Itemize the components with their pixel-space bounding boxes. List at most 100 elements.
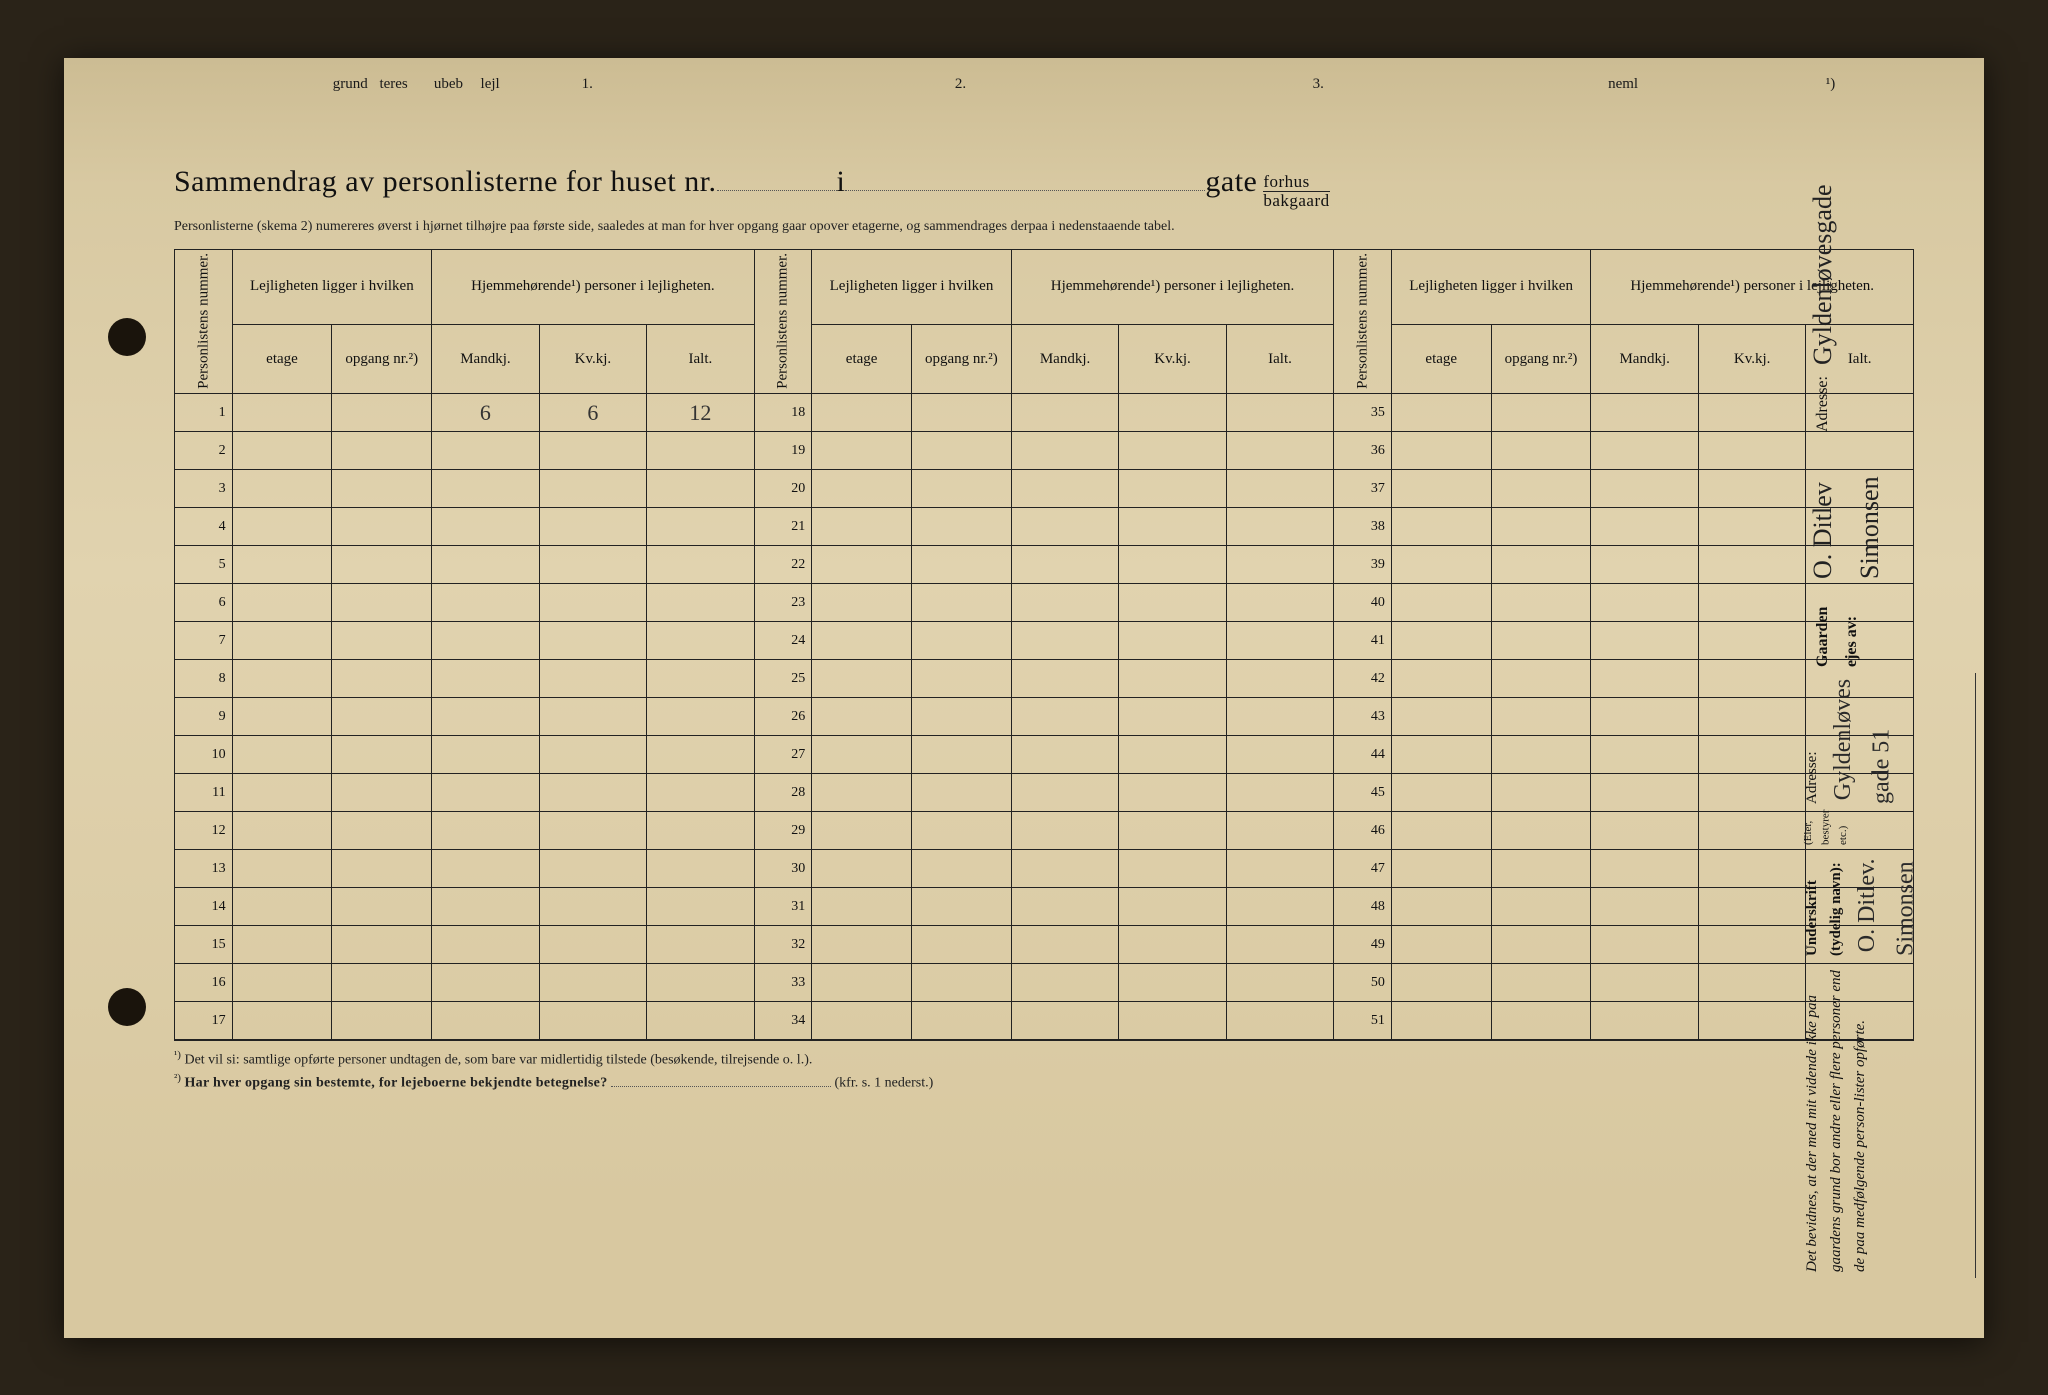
- title-prefix: Sammendrag av personlisterne for huset n…: [174, 165, 717, 199]
- title-gate: gate: [1205, 165, 1257, 199]
- row-number: 23: [754, 584, 812, 622]
- row-number: 42: [1334, 660, 1392, 698]
- row-number: 15: [175, 926, 233, 964]
- row-number: 34: [754, 1002, 812, 1040]
- cell-mandkj: [432, 850, 539, 888]
- cell-etage: [812, 660, 912, 698]
- cell-opgang: [332, 432, 432, 470]
- row-number: 25: [754, 660, 812, 698]
- cell-etage: [812, 812, 912, 850]
- cell-kvkj: [1698, 812, 1805, 850]
- table-body: 1661218352193632037421385223962340724418…: [175, 394, 1914, 1040]
- cell-mandkj: [1591, 926, 1698, 964]
- col-group-hjemme: Hjemmehørende¹) personer i lejligheten.: [432, 249, 754, 325]
- row-number: 33: [754, 964, 812, 1002]
- cell-kvkj: [539, 736, 646, 774]
- col-sub_mandkj: Mandkj.: [432, 325, 539, 394]
- cell-kvkj: [539, 774, 646, 812]
- cell-opgang: [1491, 926, 1591, 964]
- cell-mandkj: [432, 432, 539, 470]
- row-number: 20: [754, 470, 812, 508]
- cell-etage: [232, 622, 332, 660]
- cell-kvkj: [1698, 622, 1805, 660]
- cell-ialt: [1226, 584, 1333, 622]
- row-number: 40: [1334, 584, 1392, 622]
- row-number: 41: [1334, 622, 1392, 660]
- cell-opgang: [912, 850, 1012, 888]
- row-number: 9: [175, 698, 233, 736]
- fragment: 2.: [955, 76, 966, 93]
- cell-opgang: [912, 622, 1012, 660]
- cell-mandkj: [432, 698, 539, 736]
- cell-ialt: 12: [647, 394, 754, 432]
- cell-opgang: [912, 1002, 1012, 1040]
- fragment: ¹): [1826, 76, 1836, 93]
- cell-etage: [812, 926, 912, 964]
- cell-ialt: [647, 774, 754, 812]
- cell-kvkj: [1698, 660, 1805, 698]
- row-number: 46: [1334, 812, 1392, 850]
- cell-etage: [812, 470, 912, 508]
- cell-mandkj: [1011, 470, 1118, 508]
- cell-mandkj: [1591, 622, 1698, 660]
- cell-opgang: [1491, 470, 1591, 508]
- cell-kvkj: [1119, 546, 1226, 584]
- cell-kvkj: [1119, 926, 1226, 964]
- row-number: 17: [175, 1002, 233, 1040]
- cell-mandkj: [1011, 888, 1118, 926]
- cell-ialt: [647, 926, 754, 964]
- summary-table: Personlistens nummer.Lejligheten ligger …: [174, 249, 1914, 1041]
- cell-ialt: [1226, 546, 1333, 584]
- cell-mandkj: [1011, 508, 1118, 546]
- cell-etage: [232, 888, 332, 926]
- cell-opgang: [332, 964, 432, 1002]
- cell-opgang: [912, 394, 1012, 432]
- cell-kvkj: [539, 432, 646, 470]
- col-sub_opgang: opgang nr.²): [912, 325, 1012, 394]
- row-number: 51: [1334, 1002, 1392, 1040]
- cell-mandkj: [1011, 736, 1118, 774]
- cell-opgang: [332, 546, 432, 584]
- cell-opgang: [1491, 698, 1591, 736]
- right-column: Det bevidnes, at der med mit vidende ikk…: [1796, 178, 1976, 1278]
- cell-ialt: [1226, 812, 1333, 850]
- cell-mandkj: [1011, 698, 1118, 736]
- cell-ialt: [647, 584, 754, 622]
- cell-opgang: [1491, 850, 1591, 888]
- col-group-lejlighet: Lejligheten ligger i hvilken: [232, 249, 432, 325]
- cell-opgang: [332, 850, 432, 888]
- fn2-tail: (kfr. s. 1 nederst.): [835, 1076, 934, 1091]
- cell-kvkj: [1698, 470, 1805, 508]
- address-value-upper: Gyldenløves gade 51: [1830, 679, 1894, 804]
- cell-etage: [232, 774, 332, 812]
- cell-mandkj: [1011, 926, 1118, 964]
- cell-etage: [812, 546, 912, 584]
- cell-mandkj: [1591, 470, 1698, 508]
- col-sub_etage: etage: [232, 325, 332, 394]
- cell-etage: [1391, 926, 1491, 964]
- signature-value: O. Ditlev. Simonsen: [1854, 858, 1918, 956]
- cell-kvkj: [539, 964, 646, 1002]
- cell-opgang: [332, 736, 432, 774]
- punch-hole: [108, 988, 146, 1026]
- cell-etage: [812, 432, 912, 470]
- cell-etage: [232, 812, 332, 850]
- row-number: 18: [754, 394, 812, 432]
- cell-opgang: [912, 508, 1012, 546]
- cell-etage: [812, 508, 912, 546]
- cell-ialt: [1226, 698, 1333, 736]
- cell-mandkj: [432, 964, 539, 1002]
- cell-opgang: [332, 812, 432, 850]
- cell-opgang: [912, 774, 1012, 812]
- cell-etage: [812, 964, 912, 1002]
- row-number: 21: [754, 508, 812, 546]
- cell-mandkj: [1591, 850, 1698, 888]
- cell-opgang: [332, 508, 432, 546]
- footnote-2: ²) Har hver opgang sin bestemte, for lej…: [174, 1072, 1914, 1092]
- cell-mandkj: [1591, 546, 1698, 584]
- cell-kvkj: [1119, 660, 1226, 698]
- cell-opgang: [332, 470, 432, 508]
- cell-kvkj: [1698, 926, 1805, 964]
- cell-etage: [1391, 622, 1491, 660]
- cell-ialt: [647, 546, 754, 584]
